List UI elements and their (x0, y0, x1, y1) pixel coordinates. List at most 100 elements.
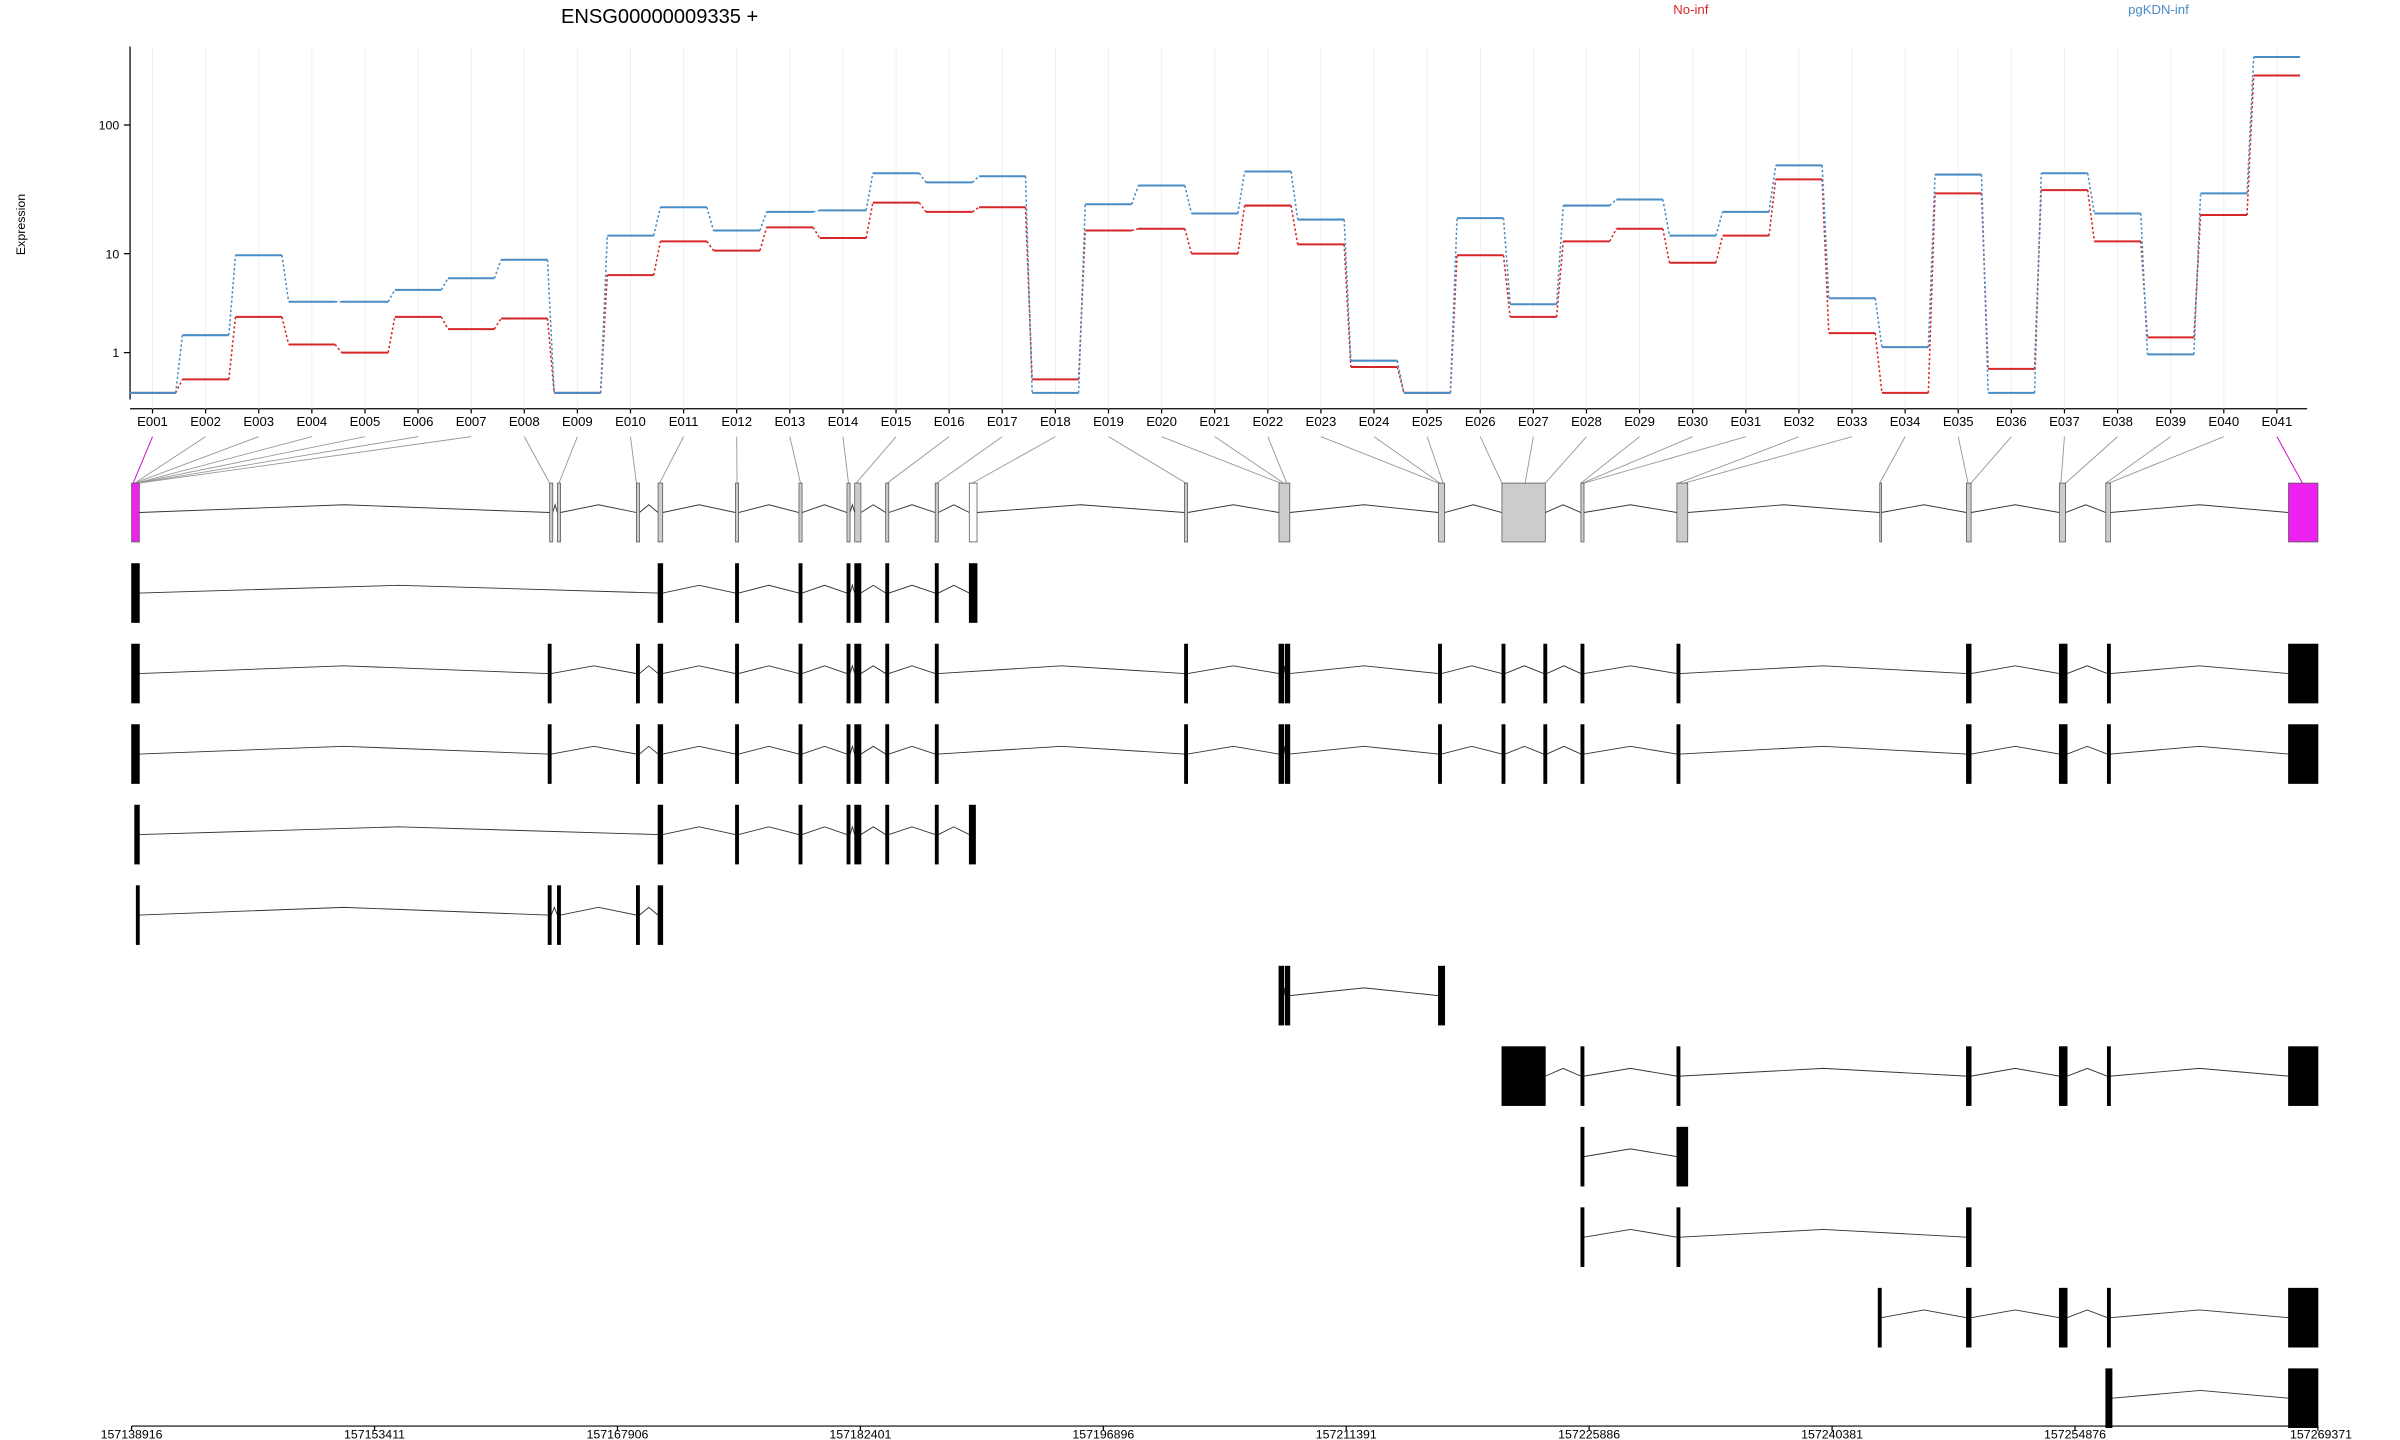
model-exon (1438, 482, 1446, 543)
y-tick-label: 10 (105, 247, 119, 261)
x-tick-label: E026 (1465, 414, 1496, 429)
x-tick-label: E036 (1996, 414, 2027, 429)
intron (639, 504, 659, 513)
exon-connector (1582, 436, 1693, 484)
transcript-exon (735, 724, 739, 784)
intron (139, 665, 549, 675)
intron (849, 503, 856, 513)
model-exon (934, 482, 939, 543)
transcript-exon (2106, 1046, 2111, 1106)
intron (1187, 745, 1280, 755)
transcript-exon (1501, 1046, 1546, 1106)
transcript-exon (968, 563, 978, 623)
x-tick-label: E017 (987, 414, 1018, 429)
exon-connector (855, 436, 897, 484)
transcript-exon (854, 643, 862, 704)
step-connector (1396, 360, 1405, 393)
exon-connector (132, 436, 153, 484)
x-tick-label: E033 (1837, 414, 1868, 429)
intron (976, 504, 1185, 513)
intron (1971, 504, 2060, 513)
y-tick-label: 1 (112, 346, 119, 360)
transcript-exon (1676, 643, 1681, 704)
step-connector (546, 259, 555, 393)
step-connector (228, 255, 237, 336)
step-connector (812, 209, 820, 213)
transcript-exon (2063, 1046, 2068, 1106)
exon-connector (789, 436, 801, 484)
step-connector (599, 275, 609, 393)
intron (662, 745, 736, 755)
intron (1971, 745, 2060, 755)
intron (552, 503, 558, 513)
x-tick-label: E010 (615, 414, 646, 429)
transcript-exon (2288, 1046, 2319, 1106)
step-connector (706, 206, 715, 231)
genomic-tick-label: 157269371 (2290, 1427, 2352, 1440)
transcript-exon (885, 643, 890, 704)
model-exon (1184, 482, 1188, 543)
transcript-exon (2058, 1287, 2065, 1348)
step-connector (865, 202, 874, 239)
intron (1441, 665, 1503, 674)
transcript-exon (131, 724, 140, 784)
step-connector (918, 172, 927, 183)
intron (860, 584, 886, 594)
x-tick-label: E003 (243, 414, 274, 429)
intron (1289, 665, 1439, 675)
intron (860, 826, 886, 835)
intron (860, 665, 886, 674)
intron (849, 583, 856, 594)
x-tick-label: E027 (1518, 414, 1549, 429)
intron (1687, 504, 1880, 513)
intron (2110, 1067, 2289, 1077)
transcript-exon (934, 804, 939, 865)
step-connector (918, 202, 927, 213)
transcript-exon (1184, 643, 1188, 704)
model-exon (2105, 482, 2111, 543)
exon-connector (630, 436, 637, 484)
transcript-exon (934, 724, 939, 784)
step-connector (1927, 193, 1936, 393)
genomic-tick-label: 157153411 (344, 1427, 405, 1440)
transcript-exon (1580, 1126, 1585, 1187)
intron (2066, 1309, 2108, 1319)
step-connector (1715, 235, 1724, 263)
step-connector (1343, 244, 1352, 368)
intron (2066, 1067, 2108, 1077)
step-connector (1290, 205, 1299, 245)
intron (849, 744, 856, 755)
transcript-exon (1438, 965, 1446, 1026)
transcript-exon (2288, 643, 2319, 704)
step-connector (706, 240, 715, 252)
model-exon (2288, 482, 2319, 543)
x-tick-label: E008 (509, 414, 540, 429)
step-connector (1662, 199, 1671, 236)
step-connector (174, 335, 184, 393)
x-tick-label: E012 (721, 414, 752, 429)
x-tick-label: E020 (1146, 414, 1177, 429)
exon-connector (1583, 436, 1746, 484)
transcript-exon (2106, 724, 2111, 784)
transcript-exon (1438, 643, 1442, 704)
exon-connector (2108, 436, 2224, 484)
step-connector (1980, 174, 1989, 393)
transcript-exon (885, 563, 890, 623)
model-exon (968, 482, 978, 543)
intron (639, 665, 659, 674)
model-exon (1879, 482, 1882, 543)
intron (1583, 665, 1677, 675)
intron (801, 665, 848, 674)
model-exon (549, 482, 554, 543)
step-connector (652, 207, 662, 236)
genomic-tick-label: 157240381 (1801, 1427, 1863, 1440)
step-connector (1184, 185, 1193, 214)
intron (662, 826, 736, 836)
transcript-exon (1580, 643, 1585, 704)
exon-connector (1320, 436, 1439, 484)
transcript-exon (2058, 724, 2065, 784)
intron (2065, 504, 2106, 513)
transcript-exon (1676, 1126, 1689, 1187)
